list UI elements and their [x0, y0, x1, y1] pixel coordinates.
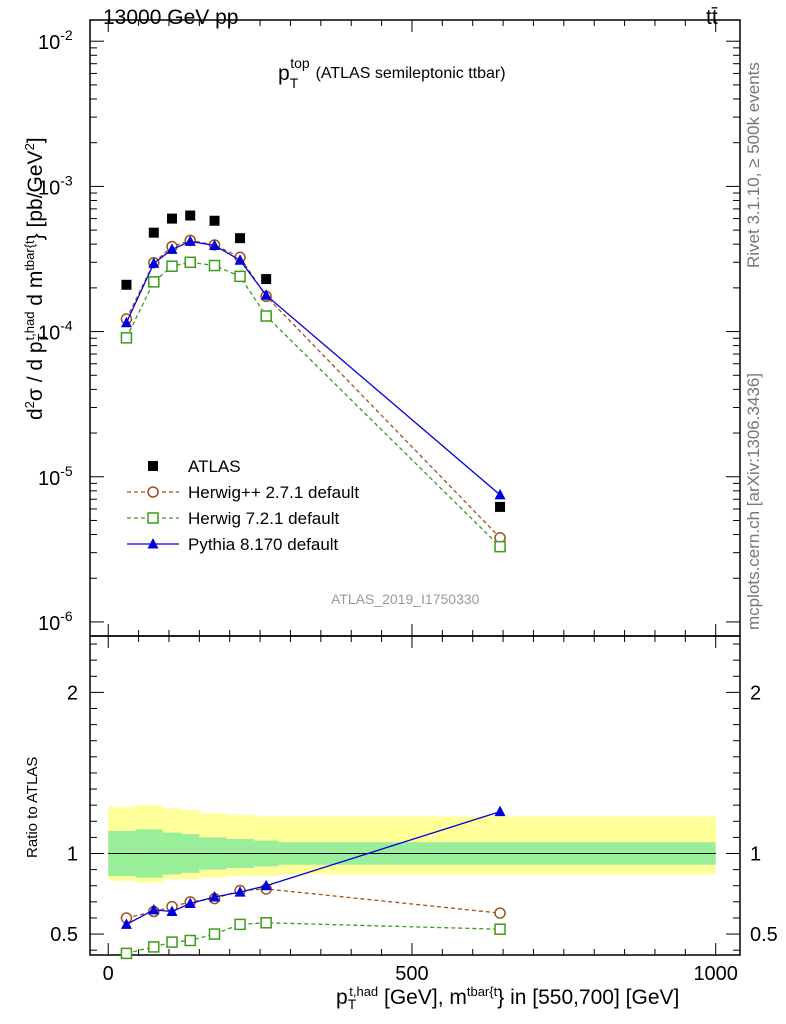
data-point	[148, 276, 160, 288]
ratio-point	[148, 941, 160, 953]
watermark: ATLAS_2019_I1750330	[331, 591, 480, 607]
x-tick-label: 0	[103, 963, 114, 985]
ratio-y-tick-label-left: 0.5	[50, 924, 78, 946]
ratio-point	[494, 805, 506, 817]
legend-label: Pythia 8.170 default	[188, 535, 339, 554]
data-point	[166, 260, 178, 272]
legend-label: Herwig++ 2.7.1 default	[188, 483, 359, 502]
ratio-point	[234, 918, 246, 931]
x-axis-label: pTt,had [GeV], mtbar{t} in [550,700] [Ge…	[336, 984, 680, 1013]
series-line-main	[125, 240, 501, 496]
legend-marker	[147, 512, 159, 524]
ratio-point	[209, 891, 221, 902]
data-point	[167, 213, 178, 224]
data-point	[494, 540, 506, 553]
y-axis-label-ratio: Ratio to ATLAS	[24, 756, 41, 858]
legend-marker	[147, 486, 159, 498]
data-point	[260, 310, 272, 322]
data-point	[234, 270, 246, 283]
data-point	[208, 259, 221, 272]
ratio-y-tick-label-right: 2	[750, 682, 761, 704]
x-tick-label: 1000	[693, 963, 738, 985]
ratio-point	[120, 947, 133, 960]
ratio-y-tick-label-right: 1	[750, 844, 761, 866]
data-point	[166, 243, 178, 254]
series-line-ratio	[126, 922, 501, 955]
ratio-y-tick-label-left: 2	[67, 682, 78, 704]
rivet-version-label: Rivet 3.1.10, ≥ 500k events	[744, 62, 763, 268]
y-tick-label: 10-4	[38, 318, 73, 345]
ratio-y-tick-label-left: 1	[67, 844, 78, 866]
chart-title: pTtop (ATLAS semileptonic ttbar)	[278, 55, 506, 91]
series-line-ratio	[126, 888, 501, 919]
data-point	[184, 235, 196, 246]
x-tick-label: 500	[395, 963, 428, 985]
data-point	[184, 256, 196, 269]
ratio-y-tick-label-right: 0.5	[750, 924, 778, 946]
data-point	[495, 501, 506, 512]
data-point	[121, 279, 132, 290]
data-point	[235, 233, 246, 244]
legend-marker	[148, 461, 158, 471]
ratio-point	[184, 897, 196, 908]
legend-label: Herwig 7.2.1 default	[188, 509, 339, 528]
ratio-point	[120, 918, 132, 929]
data-point	[148, 257, 160, 268]
y-tick-label: 10-5	[38, 463, 73, 490]
data-point	[234, 254, 246, 265]
ratio-point	[260, 917, 272, 929]
data-point	[260, 289, 272, 300]
ratio-point	[166, 936, 178, 948]
data-point	[261, 274, 272, 285]
y-tick-label: 10-2	[38, 27, 73, 54]
data-point	[120, 316, 132, 328]
data-point	[120, 332, 133, 344]
ratio-point	[208, 928, 221, 940]
ratio-point	[184, 934, 196, 947]
mcplots-label: mcplots.cern.ch [arXiv:1306.3436]	[744, 372, 763, 630]
y-axis-label-main: d2σ / d pTt,had d mtbar{t} [pb/GeV2]	[22, 137, 51, 420]
header-left: 13000 GeV pp	[103, 6, 239, 29]
data-point	[209, 239, 221, 250]
series-line-main	[125, 261, 501, 548]
ratio-point	[166, 905, 178, 916]
ratio-point	[494, 907, 506, 919]
data-point	[494, 488, 506, 500]
y-tick-label: 10-3	[38, 172, 73, 199]
ratio-point	[260, 879, 272, 891]
data-point	[209, 215, 220, 226]
ratio-point	[494, 923, 506, 935]
legend-marker	[147, 538, 159, 549]
data-point	[148, 227, 159, 238]
data-point	[185, 210, 196, 221]
ratio-plot-frame	[89, 635, 741, 956]
ratio-point	[148, 903, 160, 915]
ratio-point	[234, 886, 246, 897]
legend-label: ATLAS	[188, 457, 241, 476]
y-tick-label: 10-6	[38, 608, 73, 635]
header-right: tt̄	[706, 6, 718, 29]
